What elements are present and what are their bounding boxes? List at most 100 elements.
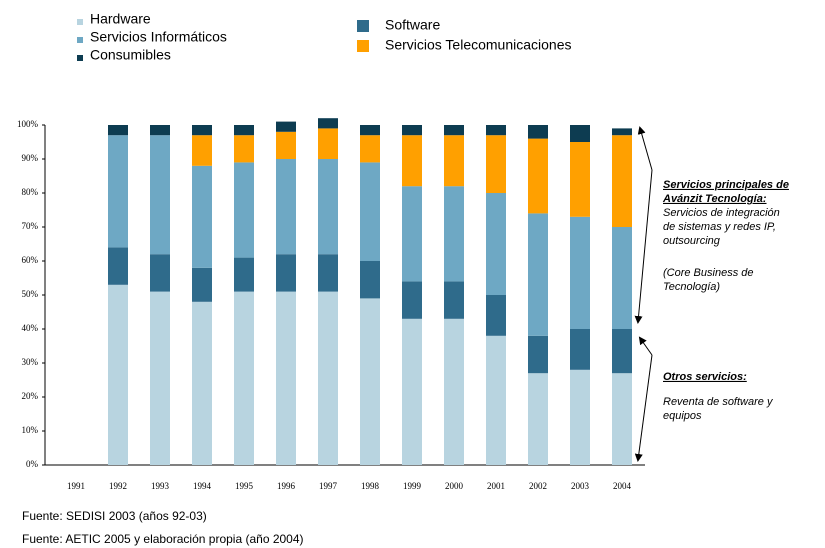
legend-swatch <box>77 37 83 43</box>
annotation-text: de sistemas y redes IP, <box>663 221 776 233</box>
source: Fuente: AETIC 2005 y elaboración propia … <box>22 532 304 546</box>
bar-segment <box>570 125 590 142</box>
bar-segment <box>402 318 422 465</box>
y-tick-label: 0% <box>26 459 39 469</box>
bar-segment <box>360 135 380 163</box>
bar-segment <box>444 125 464 136</box>
bar-segment <box>318 128 338 159</box>
bar-segment <box>528 138 548 214</box>
annotation-title: Otros servicios: <box>663 371 747 383</box>
bar-segment <box>612 227 632 329</box>
bar-segment <box>402 135 422 187</box>
bar-segment <box>528 213 548 336</box>
bar-segment <box>402 281 422 319</box>
bar-segment <box>192 125 212 136</box>
bar-segment <box>318 254 338 292</box>
bar-segment <box>360 125 380 136</box>
legend-label: Servicios Telecomunicaciones <box>385 37 572 53</box>
bar-segment <box>108 135 128 248</box>
bar-segment <box>150 125 170 136</box>
bar-segment <box>318 159 338 255</box>
bar-segment <box>234 257 254 292</box>
y-tick-label: 30% <box>22 357 39 367</box>
bar-segment <box>402 186 422 282</box>
bar-segment <box>486 193 506 295</box>
bar-segment <box>108 125 128 136</box>
legend-swatch <box>357 40 369 52</box>
bar-segment <box>402 125 422 136</box>
annotation-text: Reventa de software y <box>663 396 774 408</box>
bar-segment <box>528 125 548 139</box>
bar-segment <box>192 135 212 166</box>
bar-segment <box>192 301 212 465</box>
annotation-arrows <box>634 126 653 462</box>
bar-segment <box>234 135 254 163</box>
legend-label: Servicios Informáticos <box>90 29 227 45</box>
bar-segment <box>528 335 548 374</box>
x-tick-label: 2004 <box>613 481 632 491</box>
source: Fuente: SEDISI 2003 (años 92-03) <box>22 509 207 523</box>
x-tick-label: 1999 <box>403 481 422 491</box>
annotation-note: (Core Business de <box>663 267 754 279</box>
legend-swatch <box>77 55 83 61</box>
annotation-title: Servicios principales de <box>663 179 789 191</box>
bar-segment <box>192 267 212 302</box>
bar-segment <box>150 135 170 255</box>
bar-segment <box>276 291 296 465</box>
y-tick-label: 50% <box>22 289 39 299</box>
bar-segment <box>192 165 212 268</box>
bar-segment <box>570 329 590 370</box>
x-tick-label: 2002 <box>529 481 547 491</box>
bar-segment <box>528 373 548 465</box>
x-tick-label: 1992 <box>109 481 127 491</box>
bar-segment <box>276 159 296 255</box>
legend-swatch <box>77 19 83 25</box>
bar-segment <box>276 121 296 132</box>
bar-segment <box>276 131 296 159</box>
bar-segment <box>234 291 254 465</box>
x-tick-label: 2001 <box>487 481 505 491</box>
x-tick-label: 1991 <box>67 481 85 491</box>
legend-label: Hardware <box>90 11 151 27</box>
annotation-note: Tecnología) <box>663 281 720 293</box>
y-tick-label: 100% <box>17 119 39 129</box>
bar-segment <box>234 125 254 136</box>
annotation-text: equipos <box>663 410 702 422</box>
bar-segment <box>150 291 170 465</box>
bar-segment <box>486 295 506 336</box>
y-tick-label: 80% <box>22 187 39 197</box>
bar-segment <box>570 142 590 217</box>
y-tick-label: 20% <box>22 391 39 401</box>
annotation-title: Avánzit Tecnología: <box>662 193 767 205</box>
bar-segment <box>444 318 464 465</box>
x-tick-label: 2000 <box>445 481 464 491</box>
annotation-text: Servicios de integración <box>663 207 780 219</box>
bar-segment <box>612 373 632 465</box>
bar-segment <box>486 125 506 136</box>
x-tick-label: 1993 <box>151 481 170 491</box>
x-tick-label: 1996 <box>277 481 296 491</box>
x-tick-label: 1994 <box>193 481 212 491</box>
x-tick-label: 1998 <box>361 481 380 491</box>
y-tick-label: 10% <box>22 425 39 435</box>
bar-segment <box>444 186 464 282</box>
x-tick-label: 2003 <box>571 481 590 491</box>
bar-segment <box>360 162 380 261</box>
legend-label: Consumibles <box>90 47 171 63</box>
y-tick-label: 60% <box>22 255 39 265</box>
bar-segment <box>276 254 296 292</box>
bar-segment <box>570 216 590 329</box>
bar-segment <box>150 254 170 292</box>
bar-segment <box>444 281 464 319</box>
bar-segment <box>108 247 128 285</box>
bar-segment <box>318 118 338 129</box>
x-tick-label: 1997 <box>319 481 338 491</box>
bar-segment <box>444 135 464 187</box>
y-tick-label: 70% <box>22 221 39 231</box>
bar-segment <box>360 261 380 299</box>
bar-segment <box>612 329 632 374</box>
y-tick-label: 90% <box>22 153 39 163</box>
bar-segment <box>612 128 632 136</box>
annotation-text: outsourcing <box>663 235 721 247</box>
